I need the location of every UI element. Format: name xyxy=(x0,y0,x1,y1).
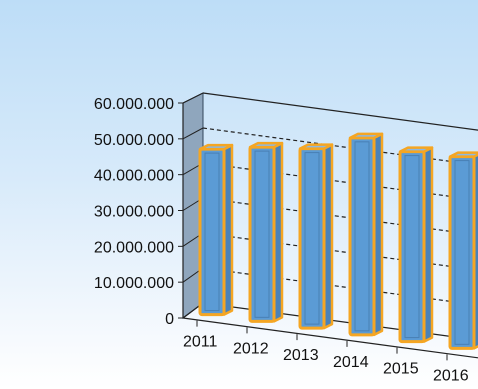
bar xyxy=(448,155,476,350)
bar-top xyxy=(198,143,234,151)
gridline xyxy=(202,267,478,306)
bar-inner-edge xyxy=(204,152,220,312)
y-tick-label: 20.000.000 xyxy=(94,239,174,256)
x-tick-label: 2011 xyxy=(183,334,218,351)
y-tick-label: 50.000.000 xyxy=(94,132,174,149)
y-tick-label: 30.000.000 xyxy=(94,204,174,221)
bar-inner-edge xyxy=(454,160,470,345)
bar-inner-edge xyxy=(304,152,320,325)
y-tick-label: 40.000.000 xyxy=(94,168,174,185)
bar-top xyxy=(298,143,334,150)
bar-top xyxy=(398,146,434,153)
x-tick-label: 2014 xyxy=(333,354,369,371)
bar xyxy=(298,147,326,330)
gridline xyxy=(202,162,478,201)
x-axis xyxy=(182,317,478,359)
wall-gridline xyxy=(182,92,204,104)
wall-gridline xyxy=(182,127,204,140)
y-tick-label: 60.000.000 xyxy=(94,96,174,113)
bar-inner-edge xyxy=(404,155,420,339)
gridline xyxy=(202,232,478,271)
bar-top xyxy=(448,151,478,158)
bar xyxy=(348,136,376,337)
bar-inner-edge xyxy=(254,150,270,318)
bar xyxy=(398,150,426,344)
bar-top xyxy=(348,132,384,140)
y-tick-label: 0 xyxy=(165,311,174,328)
x-tick-label: 2016 xyxy=(433,367,469,384)
x-tick-label: 2015 xyxy=(383,361,419,378)
gridline xyxy=(202,197,478,236)
gridline xyxy=(202,127,478,166)
bar-top xyxy=(248,141,284,149)
bar xyxy=(198,147,226,317)
x-tick-label: 2012 xyxy=(233,340,269,357)
gridline xyxy=(202,92,478,131)
bar xyxy=(248,145,276,323)
x-tick-label: 2013 xyxy=(283,347,319,364)
y-tick-label: 10.000.000 xyxy=(94,275,174,292)
bar-inner-edge xyxy=(354,141,370,332)
